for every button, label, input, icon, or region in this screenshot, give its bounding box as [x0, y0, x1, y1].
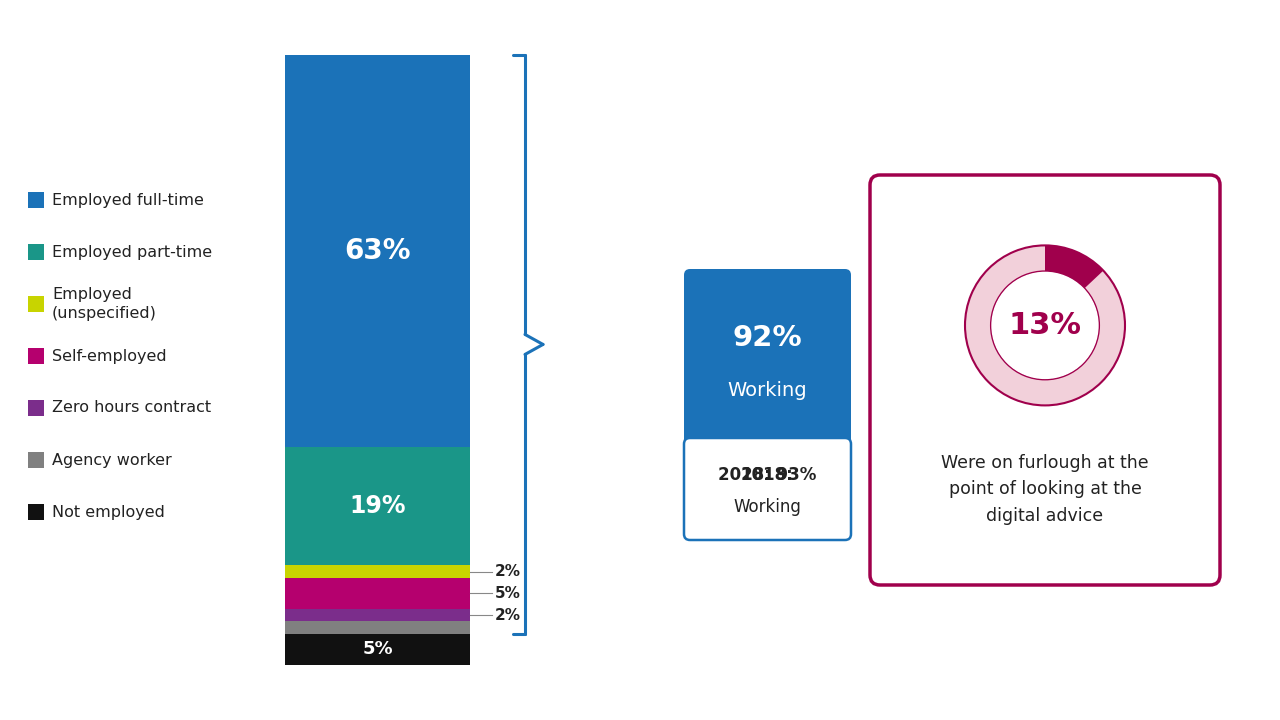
Text: 19%: 19%: [349, 494, 406, 518]
Text: 2%: 2%: [495, 608, 521, 623]
Text: 2018: 93%: 2018: 93%: [718, 467, 817, 485]
Text: 92%: 92%: [732, 324, 803, 351]
Text: 2018:: 2018:: [741, 467, 794, 485]
Text: Not employed: Not employed: [52, 505, 165, 520]
FancyBboxPatch shape: [684, 438, 851, 540]
Bar: [285, 55, 470, 447]
Text: Self-employed: Self-employed: [52, 348, 166, 364]
Bar: [285, 447, 470, 565]
Text: Working: Working: [728, 381, 808, 400]
Text: 2%: 2%: [495, 564, 521, 579]
Bar: [285, 634, 470, 665]
Text: Agency worker: Agency worker: [52, 452, 172, 467]
Wedge shape: [1044, 246, 1103, 289]
Text: Working: Working: [733, 498, 801, 516]
Text: 63%: 63%: [344, 237, 411, 265]
Bar: [28, 192, 44, 208]
Text: 13%: 13%: [1009, 311, 1082, 340]
Bar: [285, 565, 470, 578]
Bar: [28, 400, 44, 416]
Text: 5%: 5%: [362, 640, 393, 658]
Bar: [28, 504, 44, 520]
Bar: [28, 452, 44, 468]
Text: Employed
(unspecified): Employed (unspecified): [52, 287, 157, 321]
Bar: [285, 578, 470, 609]
Bar: [28, 244, 44, 260]
Bar: [285, 609, 470, 621]
Circle shape: [992, 272, 1098, 379]
Text: 5%: 5%: [495, 586, 521, 601]
Bar: [285, 621, 470, 634]
FancyBboxPatch shape: [870, 175, 1220, 585]
Text: Employed part-time: Employed part-time: [52, 245, 212, 259]
Wedge shape: [965, 246, 1125, 405]
Text: Employed full-time: Employed full-time: [52, 192, 204, 207]
Text: Zero hours contract: Zero hours contract: [52, 400, 211, 415]
Bar: [28, 296, 44, 312]
Text: Were on furlough at the
point of looking at the
digital advice: Were on furlough at the point of looking…: [941, 454, 1149, 525]
Bar: [28, 348, 44, 364]
FancyBboxPatch shape: [684, 269, 851, 446]
